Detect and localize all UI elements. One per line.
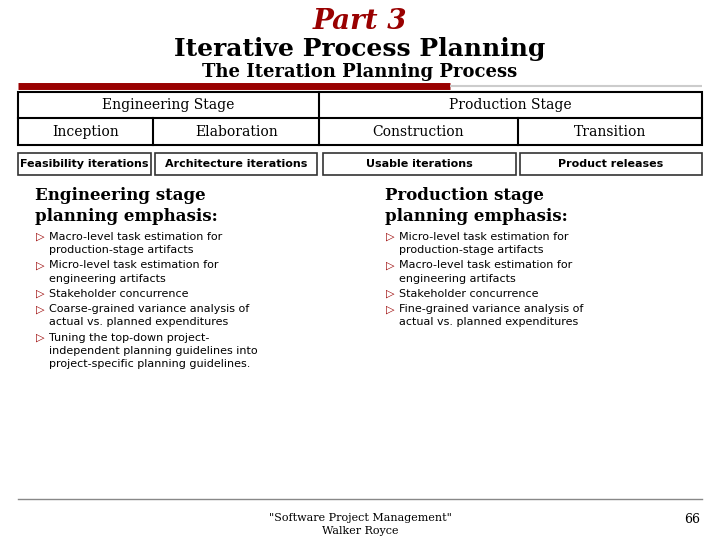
- Text: Iterative Process Planning: Iterative Process Planning: [174, 37, 546, 61]
- Text: Tuning the top-down project-: Tuning the top-down project-: [49, 333, 210, 343]
- Text: Production stage
planning emphasis:: Production stage planning emphasis:: [385, 187, 568, 225]
- Bar: [18, 153, 151, 175]
- Text: ▷: ▷: [386, 304, 395, 314]
- Text: Inception: Inception: [53, 125, 119, 139]
- Bar: [520, 153, 702, 175]
- Text: Feasibility iterations: Feasibility iterations: [20, 159, 149, 169]
- Text: Usable iterations: Usable iterations: [366, 159, 473, 169]
- Text: "Software Project Management"
Walker Royce: "Software Project Management" Walker Roy…: [269, 513, 451, 536]
- Text: Coarse-grained variance analysis of: Coarse-grained variance analysis of: [49, 304, 249, 314]
- Text: ▷: ▷: [386, 232, 395, 242]
- Text: actual vs. planned expenditures: actual vs. planned expenditures: [49, 318, 228, 327]
- Text: engineering artifacts: engineering artifacts: [399, 274, 516, 284]
- Bar: [323, 153, 516, 175]
- Text: independent planning guidelines into: independent planning guidelines into: [49, 346, 258, 356]
- Text: Macro-level task estimation for: Macro-level task estimation for: [399, 260, 572, 271]
- Text: ▷: ▷: [36, 304, 44, 314]
- Bar: [18, 92, 702, 145]
- Text: ▷: ▷: [386, 289, 395, 299]
- Text: ▷: ▷: [36, 333, 44, 343]
- Text: Production Stage: Production Stage: [449, 98, 572, 112]
- Text: Micro-level task estimation for: Micro-level task estimation for: [399, 232, 569, 242]
- Text: Fine-grained variance analysis of: Fine-grained variance analysis of: [399, 304, 583, 314]
- Text: Engineering Stage: Engineering Stage: [102, 98, 235, 112]
- Text: ▷: ▷: [386, 260, 395, 271]
- Text: production-stage artifacts: production-stage artifacts: [399, 245, 544, 255]
- Text: Product releases: Product releases: [559, 159, 664, 169]
- Text: project-specific planning guidelines.: project-specific planning guidelines.: [49, 359, 251, 369]
- Text: engineering artifacts: engineering artifacts: [49, 274, 166, 284]
- Text: production-stage artifacts: production-stage artifacts: [49, 245, 194, 255]
- Text: Elaboration: Elaboration: [195, 125, 278, 139]
- Text: Macro-level task estimation for: Macro-level task estimation for: [49, 232, 222, 242]
- Text: Stakeholder concurrence: Stakeholder concurrence: [49, 289, 189, 299]
- Text: ▷: ▷: [36, 260, 44, 271]
- Text: Micro-level task estimation for: Micro-level task estimation for: [49, 260, 218, 271]
- Text: actual vs. planned expenditures: actual vs. planned expenditures: [399, 318, 578, 327]
- Text: 66: 66: [684, 513, 700, 526]
- Text: Part 3: Part 3: [312, 8, 408, 35]
- Text: Engineering stage
planning emphasis:: Engineering stage planning emphasis:: [35, 187, 217, 225]
- Text: The Iteration Planning Process: The Iteration Planning Process: [202, 63, 518, 81]
- Text: Architecture iterations: Architecture iterations: [165, 159, 307, 169]
- Text: ▷: ▷: [36, 289, 44, 299]
- Text: Construction: Construction: [373, 125, 464, 139]
- Text: Stakeholder concurrence: Stakeholder concurrence: [399, 289, 539, 299]
- Bar: [156, 153, 317, 175]
- Text: ▷: ▷: [36, 232, 44, 242]
- Text: Transition: Transition: [574, 125, 647, 139]
